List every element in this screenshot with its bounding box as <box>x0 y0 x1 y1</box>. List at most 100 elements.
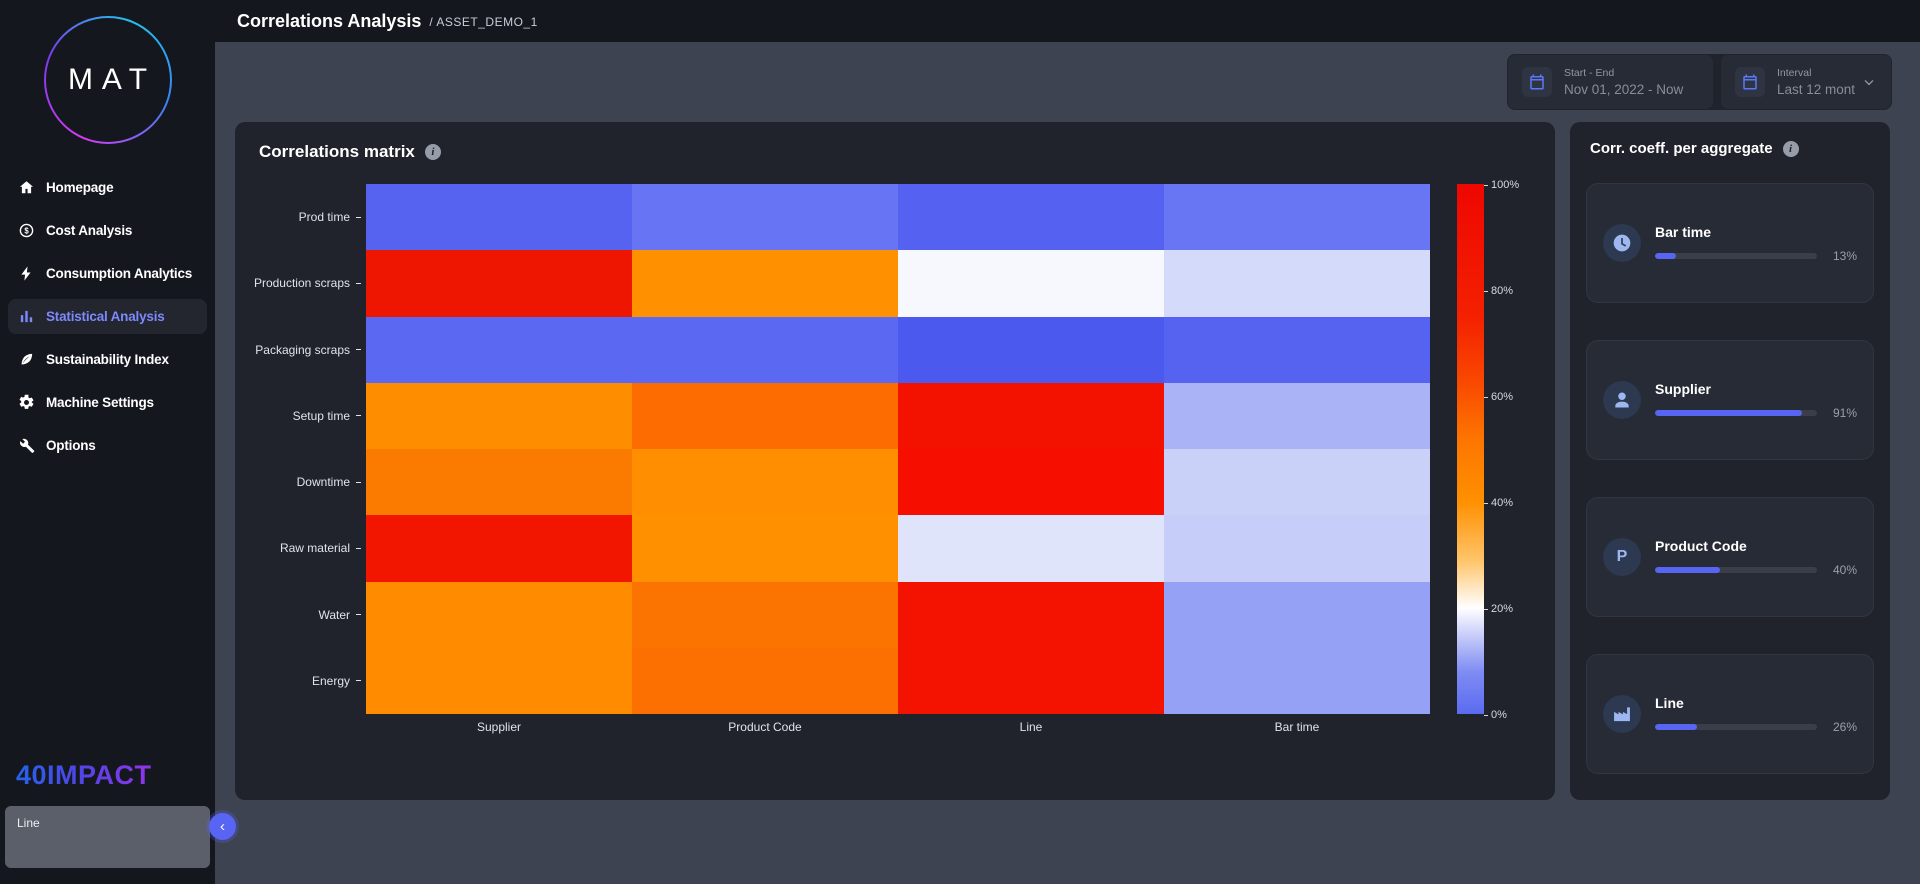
aggregate-percent: 91% <box>1832 405 1857 420</box>
page-title: Correlations Analysis <box>237 10 422 31</box>
heatmap-cell-packaging-scraps-supplier[interactable] <box>366 316 632 383</box>
colorbar <box>1457 184 1484 714</box>
progress-bar <box>1655 409 1817 416</box>
sidebar: MAT Homepage Cost Analysis Consumption Ana… <box>0 0 215 884</box>
start-end-date-picker[interactable]: Start - End Nov 01, 2022 - Now <box>1508 55 1713 109</box>
heatmap-cell-production-scraps-bar-time[interactable] <box>1164 250 1430 317</box>
interval-value: Last 12 mont <box>1777 82 1856 97</box>
mat-logo-ring: MAT <box>44 16 172 144</box>
chevron-left-icon: ‹ <box>220 818 225 835</box>
heatmap-cell-production-scraps-line[interactable] <box>898 250 1164 317</box>
colorbar-tick: 20% <box>1484 603 1513 615</box>
info-icon[interactable]: i <box>1782 140 1799 157</box>
aggregate-percent: 40% <box>1832 562 1857 577</box>
sidebar-item-label: Cost Analysis <box>46 223 133 238</box>
sidebar-nav: Homepage Cost Analysis Consumption Analyti… <box>0 170 215 463</box>
heatmap-cell-packaging-scraps-bar-time[interactable] <box>1164 316 1430 383</box>
colorbar-tick: 40% <box>1484 497 1513 509</box>
colorbar-tick: 0% <box>1484 709 1507 721</box>
gear-icon <box>18 394 35 411</box>
heatmap-cell-setup-time-bar-time[interactable] <box>1164 382 1430 449</box>
heatmap-cell-downtime-supplier[interactable] <box>366 449 632 516</box>
heatmap-cell-raw-material-supplier[interactable] <box>366 515 632 582</box>
sidebar-item-consumption-analytics[interactable]: Consumption Analytics <box>8 256 207 291</box>
cost-icon <box>18 222 35 239</box>
heatmap-cell-downtime-line[interactable] <box>898 449 1164 516</box>
sidebar-item-label: Homepage <box>46 180 114 195</box>
aggregate-card-bar-time: Bar time 13% <box>1586 183 1874 303</box>
heatmap-cell-setup-time-supplier[interactable] <box>366 382 632 449</box>
filter-group: Start - End Nov 01, 2022 - Now Interval … <box>1507 54 1892 110</box>
colorbar-tick: 60% <box>1484 391 1513 403</box>
heatmap-x-label: Line <box>1019 720 1043 734</box>
heatmap-y-label: Water <box>239 582 361 648</box>
heatmap-cell-prod-time-bar-time[interactable] <box>1164 184 1430 251</box>
heatmap-cell-water-product-code[interactable] <box>632 581 898 648</box>
heatmap-y-label: Setup time <box>239 383 361 449</box>
breadcrumb: / ASSET_DEMO_1 <box>429 15 538 29</box>
heatmap-cell-water-supplier[interactable] <box>366 581 632 648</box>
aggregate-card-line: Line 26% <box>1586 654 1874 774</box>
sidebar-item-options[interactable]: Options <box>8 428 207 463</box>
calendar-icon <box>1522 67 1552 97</box>
heatmap-cell-raw-material-bar-time[interactable] <box>1164 515 1430 582</box>
heatmap-cell-energy-product-code[interactable] <box>632 647 898 714</box>
interval-dropdown[interactable]: Interval Last 12 mont <box>1721 55 1891 109</box>
aggregate-label: Bar time <box>1655 223 1712 240</box>
heatmap-cell-raw-material-line[interactable] <box>898 515 1164 582</box>
heatmap-cell-energy-supplier[interactable] <box>366 647 632 714</box>
heatmap-y-axis: Prod time Production scraps Packaging scra… <box>239 184 361 714</box>
heatmap-cell-water-bar-time[interactable] <box>1164 581 1430 648</box>
sidebar-item-homepage[interactable]: Homepage <box>8 170 207 205</box>
aggregate-label: Line <box>1655 694 1684 711</box>
sidebar-item-label: Options <box>46 438 96 453</box>
heatmap-y-label: Production scraps <box>239 250 361 316</box>
line-tooltip: Line <box>5 806 210 868</box>
heatmap-cell-raw-material-product-code[interactable] <box>632 515 898 582</box>
heatmap-y-label: Prod time <box>239 184 361 250</box>
corr-coeff-panel: Corr. coeff. per aggregate i Bar time 13… <box>1570 122 1890 800</box>
heatmap-cell-packaging-scraps-line[interactable] <box>898 316 1164 383</box>
heatmap-cell-prod-time-line[interactable] <box>898 184 1164 251</box>
wrench-icon <box>18 437 35 454</box>
calendar-icon <box>1735 67 1765 97</box>
line-tooltip-text: Line <box>17 816 40 830</box>
interval-label: Interval <box>1777 67 1812 79</box>
heatmap-cell-energy-bar-time[interactable] <box>1164 647 1430 714</box>
start-end-label: Start - End <box>1564 67 1615 79</box>
factory-icon <box>1603 695 1641 733</box>
sidebar-collapse-button[interactable]: ‹ <box>209 813 236 840</box>
leaf-icon <box>18 351 35 368</box>
heatmap-cell-prod-time-product-code[interactable] <box>632 184 898 251</box>
sidebar-item-cost-analysis[interactable]: Cost Analysis <box>8 213 207 248</box>
heatmap <box>366 184 1430 714</box>
heatmap-cell-production-scraps-product-code[interactable] <box>632 250 898 317</box>
sidebar-item-sustainability-index[interactable]: Sustainability Index <box>8 342 207 377</box>
matrix-card-title: Correlations matrix <box>259 142 415 161</box>
person-icon <box>1603 381 1641 419</box>
info-icon[interactable]: i <box>424 144 441 160</box>
progress-fill <box>1655 723 1698 730</box>
heatmap-cell-setup-time-product-code[interactable] <box>632 382 898 449</box>
heatmap-x-label: Supplier <box>476 720 522 734</box>
heatmap-cell-downtime-product-code[interactable] <box>632 449 898 516</box>
heatmap-cell-downtime-bar-time[interactable] <box>1164 449 1430 516</box>
sidebar-item-statistical-analysis[interactable]: Statistical Analysis <box>8 299 207 334</box>
heatmap-y-label: Downtime <box>239 449 361 515</box>
heatmap-cell-packaging-scraps-product-code[interactable] <box>632 316 898 383</box>
heatmap-cell-energy-line[interactable] <box>898 647 1164 714</box>
progress-fill <box>1655 252 1677 259</box>
correlations-matrix-card: Correlations matrix i Prod time Productio… <box>235 122 1555 800</box>
heatmap-cell-production-scraps-supplier[interactable] <box>366 250 632 317</box>
sidebar-item-label: Consumption Analytics <box>46 266 193 281</box>
progress-bar <box>1655 723 1817 730</box>
colorbar-tick: 80% <box>1484 285 1513 297</box>
progress-bar <box>1655 252 1817 259</box>
heatmap-cell-water-line[interactable] <box>898 581 1164 648</box>
mat-logo: MAT <box>0 0 215 144</box>
colorbar-tick: 100% <box>1484 179 1519 191</box>
progress-fill <box>1655 409 1803 416</box>
sidebar-item-machine-settings[interactable]: Machine Settings <box>8 385 207 420</box>
heatmap-cell-setup-time-line[interactable] <box>898 382 1164 449</box>
heatmap-cell-prod-time-supplier[interactable] <box>366 184 632 251</box>
